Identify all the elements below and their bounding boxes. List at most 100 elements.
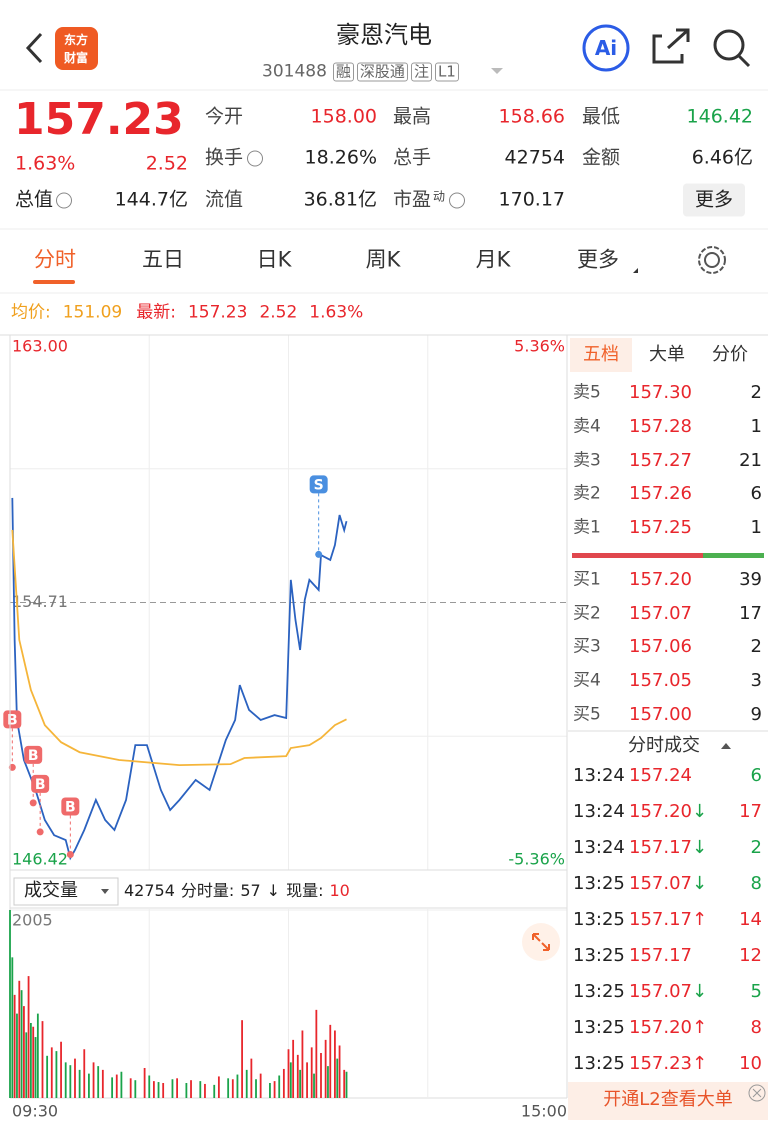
trade-price: 157.24 xyxy=(629,767,692,785)
marker-box xyxy=(31,774,50,793)
trade-qty: 14 xyxy=(739,909,762,930)
stat-value: 158.66 xyxy=(498,105,565,128)
expand-button[interactable] xyxy=(522,923,560,961)
arrow: ↓ xyxy=(691,801,708,822)
volume-bar xyxy=(11,957,14,1098)
x-tick-label: 15:00 xyxy=(521,1102,567,1121)
tab[interactable]: 周K xyxy=(365,247,401,272)
volume-total: 42754 xyxy=(124,881,175,900)
ai-label[interactable]: Ai xyxy=(594,36,618,60)
volume-bar xyxy=(185,1082,188,1098)
total-value-label: 总值 xyxy=(15,190,73,210)
price: 157.24 xyxy=(629,765,692,786)
marker-label: S xyxy=(314,477,324,493)
search-handle xyxy=(737,54,751,68)
search-button[interactable] xyxy=(713,29,745,61)
volume-bar xyxy=(129,1078,132,1098)
volume-selector-text[interactable]: 成交量 xyxy=(24,880,78,901)
label: 最低 xyxy=(582,105,621,128)
volume-arrow: ↓ xyxy=(266,881,281,900)
ai-button[interactable] xyxy=(582,24,630,72)
volume-bar xyxy=(97,1066,100,1098)
volume-bar xyxy=(278,1075,281,1098)
title: 豪恩汽电 xyxy=(336,21,432,49)
trade-time: 13:24 xyxy=(573,837,625,858)
book-label: 买2 xyxy=(573,603,601,624)
volume-bar xyxy=(27,976,30,1098)
volume-selector[interactable] xyxy=(13,877,119,906)
book-label: 买5 xyxy=(573,704,601,725)
tab[interactable]: 月K xyxy=(475,247,511,272)
book-tab[interactable]: 分价 xyxy=(712,344,748,365)
volume-bar xyxy=(289,1062,292,1098)
book-label: 买4 xyxy=(573,670,601,691)
book-qty: 39 xyxy=(739,569,762,590)
book-price: 157.30 xyxy=(629,382,692,403)
marker-label: B xyxy=(35,777,46,793)
price: 157.20 xyxy=(629,801,692,822)
book-tab[interactable]: 大单 xyxy=(649,344,685,365)
stat-value: 36.81亿 xyxy=(303,188,377,211)
volume-bar xyxy=(101,1069,104,1098)
stat-value: 158.00 xyxy=(310,105,377,128)
marker-label: B xyxy=(7,712,18,728)
book-price: 157.00 xyxy=(629,704,692,725)
trade-time: 13:25 xyxy=(573,981,625,1002)
label: 金额 xyxy=(582,146,621,169)
trade-time: 13:25 xyxy=(573,1053,625,1074)
tab[interactable]: 更多 xyxy=(577,247,619,272)
volume-bar xyxy=(259,1073,262,1098)
volume-minute: 57 xyxy=(240,881,261,900)
marker-label: B xyxy=(28,748,39,764)
volume-bar xyxy=(190,1080,192,1098)
stat-value: 146.42 xyxy=(686,105,753,128)
volume-bar xyxy=(55,1051,58,1098)
trade-marker xyxy=(315,550,323,558)
tab[interactable]: 分时 xyxy=(34,247,76,272)
footer-link[interactable]: 开通L2查看大单 xyxy=(603,1089,733,1110)
change: 2.52 xyxy=(145,152,188,175)
trades-title: 分时成交 xyxy=(628,735,700,756)
label-sup: 动 xyxy=(433,189,446,204)
logo xyxy=(55,27,98,70)
volume-bar xyxy=(315,1009,318,1098)
volume-bar xyxy=(69,1065,72,1098)
label: 总手 xyxy=(393,146,432,169)
volume-bar xyxy=(227,1078,230,1098)
tab[interactable]: 日K xyxy=(256,247,292,272)
latest: 157.23 xyxy=(187,302,248,323)
tag: L1 xyxy=(434,62,459,82)
trade-marker xyxy=(8,763,16,771)
more-button[interactable]: 更多 xyxy=(683,183,746,217)
label: 今开 xyxy=(205,105,244,128)
book-qty: 3 xyxy=(750,670,762,691)
price-line xyxy=(11,497,348,861)
trade-marker xyxy=(36,828,44,836)
back-button[interactable] xyxy=(25,32,43,64)
info-icon xyxy=(449,192,466,208)
marker-box xyxy=(309,475,328,494)
book-qty: 9 xyxy=(750,704,762,725)
settings-button[interactable] xyxy=(704,252,720,268)
info-icon xyxy=(56,192,73,208)
book-label: 卖1 xyxy=(573,517,601,538)
ask-ratio xyxy=(572,553,703,558)
volume-bar xyxy=(143,1067,146,1098)
trade-qty: 5 xyxy=(750,981,762,1002)
tab[interactable]: 五日 xyxy=(142,247,184,272)
stat-label: 最高 xyxy=(393,107,431,127)
volume-bar xyxy=(41,1021,44,1098)
change-pct: 1.63% xyxy=(309,302,364,323)
y-tick-label: 163.00 xyxy=(12,337,68,356)
settings-gear xyxy=(698,246,726,274)
share-button[interactable] xyxy=(652,28,690,64)
close-button[interactable] xyxy=(748,1084,766,1102)
price: 157.07 xyxy=(629,873,692,894)
book-qty: 2 xyxy=(750,636,762,657)
trade-time: 13:24 xyxy=(573,765,625,786)
book-tab[interactable]: 五档 xyxy=(583,344,619,365)
volume-bar xyxy=(236,1074,239,1098)
book-price: 157.25 xyxy=(629,517,692,538)
volume-bar xyxy=(74,1058,76,1098)
volume-bar xyxy=(306,1062,308,1098)
